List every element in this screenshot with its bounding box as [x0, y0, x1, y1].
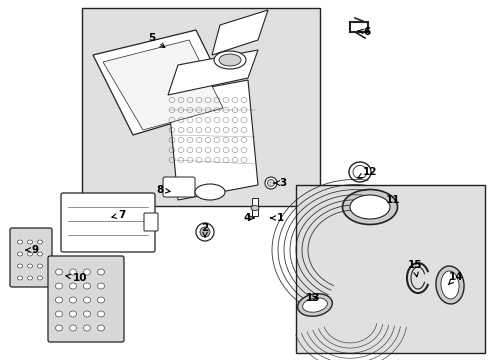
FancyBboxPatch shape — [143, 213, 158, 231]
Bar — [295, 185, 484, 353]
Ellipse shape — [302, 298, 326, 312]
Bar — [251, 198, 258, 216]
Ellipse shape — [38, 252, 42, 256]
Polygon shape — [168, 80, 258, 200]
Ellipse shape — [352, 166, 366, 179]
Ellipse shape — [250, 206, 259, 211]
Ellipse shape — [38, 240, 42, 244]
Ellipse shape — [27, 276, 32, 280]
Ellipse shape — [342, 189, 397, 225]
Text: 11: 11 — [385, 195, 400, 205]
Ellipse shape — [27, 240, 32, 244]
Ellipse shape — [349, 195, 389, 219]
Text: 13: 13 — [305, 293, 320, 303]
Text: 4: 4 — [243, 213, 253, 223]
Text: 8: 8 — [156, 185, 170, 195]
Ellipse shape — [55, 269, 62, 275]
Text: 5: 5 — [148, 33, 164, 48]
Ellipse shape — [69, 325, 76, 331]
Text: 9: 9 — [25, 245, 39, 255]
Ellipse shape — [348, 162, 370, 182]
Ellipse shape — [38, 264, 42, 268]
Ellipse shape — [97, 297, 104, 303]
Ellipse shape — [27, 264, 32, 268]
Ellipse shape — [196, 223, 214, 241]
Ellipse shape — [83, 311, 90, 317]
Text: 2: 2 — [201, 223, 208, 237]
FancyBboxPatch shape — [163, 177, 195, 197]
Ellipse shape — [27, 252, 32, 256]
Ellipse shape — [219, 54, 241, 66]
Text: 1: 1 — [270, 213, 283, 223]
Polygon shape — [93, 30, 232, 135]
Ellipse shape — [83, 325, 90, 331]
Ellipse shape — [264, 177, 276, 189]
Polygon shape — [168, 50, 258, 95]
Ellipse shape — [18, 276, 22, 280]
Text: 7: 7 — [112, 210, 125, 220]
Ellipse shape — [55, 311, 62, 317]
Ellipse shape — [69, 269, 76, 275]
Text: 6: 6 — [357, 27, 370, 37]
Text: 10: 10 — [66, 273, 87, 283]
Ellipse shape — [214, 51, 245, 69]
Ellipse shape — [267, 180, 274, 186]
Ellipse shape — [18, 240, 22, 244]
Ellipse shape — [83, 269, 90, 275]
Ellipse shape — [97, 269, 104, 275]
Ellipse shape — [69, 311, 76, 317]
Ellipse shape — [69, 283, 76, 289]
Ellipse shape — [69, 297, 76, 303]
Bar — [82, 8, 319, 206]
Polygon shape — [103, 40, 223, 130]
Ellipse shape — [97, 325, 104, 331]
Ellipse shape — [97, 283, 104, 289]
Ellipse shape — [200, 227, 209, 237]
Ellipse shape — [38, 276, 42, 280]
Text: 14: 14 — [447, 272, 462, 285]
FancyBboxPatch shape — [10, 228, 52, 287]
Ellipse shape — [195, 184, 224, 200]
FancyBboxPatch shape — [48, 256, 124, 342]
Ellipse shape — [55, 325, 62, 331]
Text: 15: 15 — [407, 260, 421, 277]
Ellipse shape — [55, 297, 62, 303]
Ellipse shape — [297, 294, 332, 316]
FancyBboxPatch shape — [61, 193, 155, 252]
Ellipse shape — [55, 283, 62, 289]
Ellipse shape — [435, 266, 463, 304]
Ellipse shape — [83, 297, 90, 303]
Ellipse shape — [18, 252, 22, 256]
Text: 3: 3 — [273, 178, 286, 188]
Ellipse shape — [18, 264, 22, 268]
Text: 12: 12 — [357, 167, 376, 178]
Ellipse shape — [440, 271, 458, 299]
Ellipse shape — [83, 283, 90, 289]
Ellipse shape — [97, 311, 104, 317]
Polygon shape — [212, 10, 267, 55]
